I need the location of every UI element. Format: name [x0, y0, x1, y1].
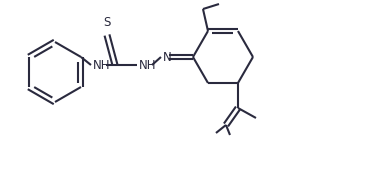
Text: N: N [163, 51, 172, 64]
Text: NH: NH [93, 58, 111, 71]
Text: NH: NH [139, 58, 157, 71]
Text: S: S [103, 16, 111, 29]
